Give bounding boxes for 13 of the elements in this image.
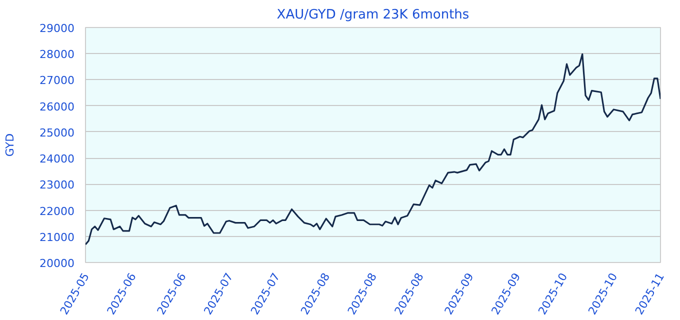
y-tick-label: 25000 bbox=[40, 126, 75, 140]
line-series bbox=[86, 53, 660, 246]
y-tick-label: 21000 bbox=[40, 230, 75, 244]
y-tick-label: 24000 bbox=[40, 152, 75, 166]
y-axis-title: GYD bbox=[4, 133, 17, 157]
chart-title: XAU/GYD /gram 23K 6months bbox=[276, 8, 470, 22]
y-tick-label: 28000 bbox=[40, 48, 75, 62]
y-tick-label: 27000 bbox=[40, 74, 75, 88]
y-tick-label: 20000 bbox=[40, 257, 75, 270]
y-tick-label: 23000 bbox=[40, 178, 75, 192]
y-tick-label: 29000 bbox=[40, 22, 75, 35]
y-tick-label: 22000 bbox=[40, 204, 75, 218]
y-tick-label: 26000 bbox=[40, 100, 75, 114]
